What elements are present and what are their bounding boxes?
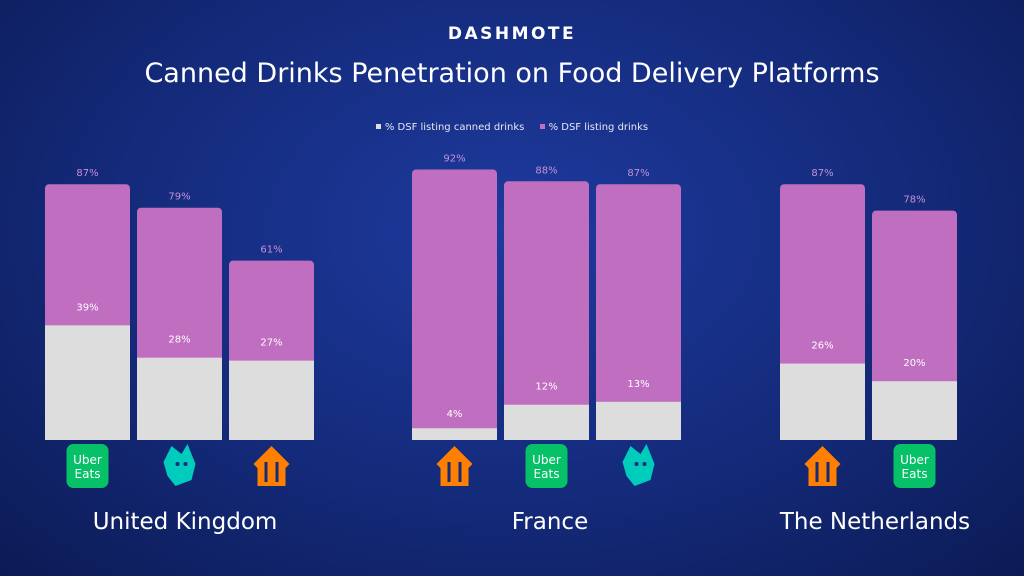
- deliveroo-eye-left: [634, 462, 639, 466]
- bar-canned-g1-b1: [504, 404, 589, 440]
- just-eat-house-shape: [436, 446, 473, 486]
- label-drinks-g0-b2: 61%: [260, 245, 282, 256]
- uber-eats-logo-tile: [525, 444, 568, 488]
- label-canned-g0-b2: 27%: [260, 338, 282, 349]
- deliveroo-kangaroo-shape: [163, 444, 196, 486]
- label-canned-g0-b0: 39%: [76, 302, 98, 313]
- bar-canned-g1-b0: [412, 428, 497, 440]
- just-eat-knife: [275, 462, 279, 482]
- legend-item-drinks: % DSF listing drinks: [539, 122, 649, 133]
- just-eat-fork: [447, 462, 451, 482]
- label-drinks-g0-b1: 79%: [168, 192, 190, 203]
- uber-eats-logo-text-line2: Eats: [75, 467, 101, 481]
- uber-eats-logo-text-line2: Eats: [902, 467, 928, 481]
- label-drinks-g1-b2: 87%: [627, 168, 649, 179]
- brand-logo: DASHMOTE: [447, 24, 577, 44]
- country-label-netherlands: The Netherlands: [779, 509, 971, 535]
- legend-label-canned: % DSF listing canned drinks: [384, 122, 525, 133]
- label-canned-g1-b2: 13%: [627, 379, 649, 390]
- deliveroo-kangaroo-shape: [622, 444, 655, 486]
- just-eat-logo-icon: [436, 446, 473, 486]
- just-eat-logo-icon: [253, 446, 290, 486]
- just-eat-house-shape: [253, 446, 290, 486]
- bar-drinks-g1-b1: [504, 181, 589, 440]
- chart-legend: % DSF listing canned drinks % DSF listin…: [0, 122, 1024, 133]
- label-drinks-g1-b0: 92%: [443, 154, 465, 165]
- label-canned-g0-b1: 28%: [168, 335, 190, 346]
- label-drinks-g2-b1: 78%: [903, 195, 925, 206]
- just-eat-house-shape: [804, 446, 841, 486]
- bar-canned-g1-b2: [596, 401, 681, 440]
- label-canned-g1-b0: 4%: [447, 409, 463, 420]
- legend-item-canned: % DSF listing canned drinks: [375, 122, 528, 133]
- deliveroo-eye-right: [183, 462, 188, 466]
- country-label-uk: United Kingdom: [92, 509, 278, 535]
- bar-canned-g2-b1: [872, 381, 957, 440]
- bar-canned-g0-b0: [45, 325, 130, 440]
- legend-swatch-canned: [375, 124, 381, 129]
- just-eat-knife: [826, 462, 830, 482]
- label-drinks-g1-b1: 88%: [535, 165, 557, 176]
- deliveroo-logo-icon: [163, 444, 196, 486]
- uber-eats-logo-text-line1: Uber: [532, 453, 561, 467]
- bar-canned-g0-b1: [137, 357, 222, 440]
- legend-label-drinks: % DSF listing drinks: [548, 122, 649, 133]
- just-eat-logo-icon: [804, 446, 841, 486]
- label-canned-g1-b1: 12%: [535, 382, 557, 393]
- just-eat-fork: [815, 462, 819, 482]
- label-canned-g2-b0: 26%: [811, 341, 833, 352]
- country-label-france: France: [511, 509, 589, 535]
- uber-eats-logo-tile: [893, 444, 936, 488]
- uber-eats-logo-text-line1: Uber: [900, 453, 929, 467]
- deliveroo-logo-icon: [622, 444, 655, 486]
- just-eat-knife: [458, 462, 462, 482]
- chart-title: Canned Drinks Penetration on Food Delive…: [144, 58, 880, 89]
- bar-canned-g0-b2: [229, 360, 314, 440]
- bar-drinks-g1-b0: [412, 169, 497, 440]
- deliveroo-eye-left: [175, 462, 180, 466]
- label-drinks-g0-b0: 87%: [76, 168, 98, 179]
- bar-canned-g2-b0: [780, 363, 865, 440]
- bar-drinks-g1-b2: [596, 184, 681, 440]
- legend-swatch-drinks: [539, 124, 545, 129]
- uber-eats-logo-tile: [66, 444, 109, 488]
- label-canned-g2-b1: 20%: [903, 358, 925, 369]
- deliveroo-eye-right: [642, 462, 647, 466]
- just-eat-fork: [264, 462, 268, 482]
- uber-eats-logo-text-line1: Uber: [73, 453, 102, 467]
- uber-eats-logo-text-line2: Eats: [534, 467, 560, 481]
- label-drinks-g2-b0: 87%: [811, 168, 833, 179]
